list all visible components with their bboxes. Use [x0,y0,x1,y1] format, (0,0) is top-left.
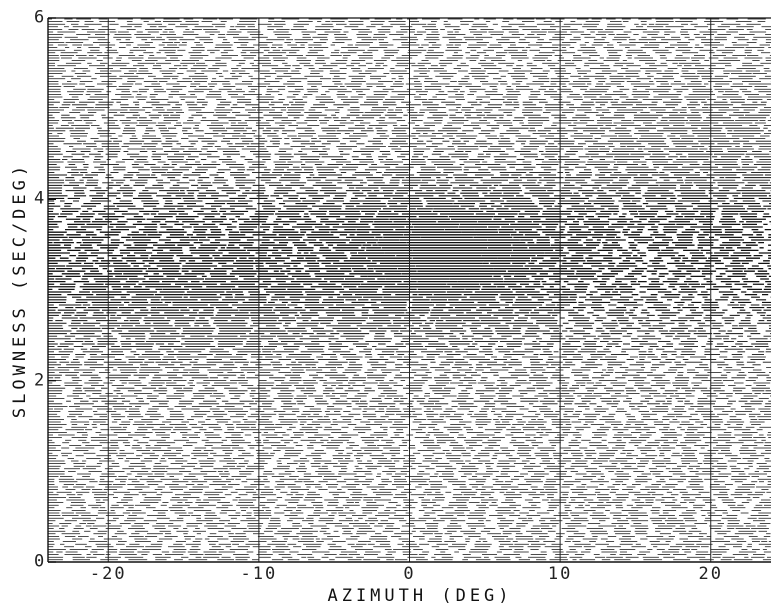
x-tick-label: -10 [240,564,278,584]
axis-frame [47,17,771,563]
y-tick-label: 4 [34,188,47,209]
grid-lines [107,18,712,562]
y-tick-label: 6 [34,7,47,28]
y-tick-label: 2 [34,370,47,391]
y-tick-label: 0 [34,551,47,572]
x-tick-label: 20 [698,564,723,584]
x-tick-label: 10 [547,564,573,584]
heatmap-rows [48,18,771,561]
x-tick-label: -20 [89,564,127,584]
y-axis-label: SLOWNESS (SEC/DEG) [10,161,30,419]
x-tick-label: 0 [403,564,416,584]
x-axis-label: AZIMUTH (DEG) [327,586,513,606]
